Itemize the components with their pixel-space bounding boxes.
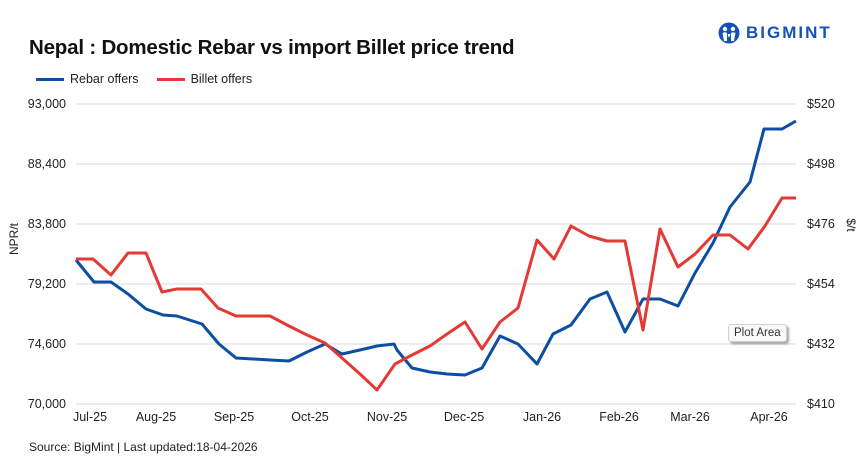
bigmint-logo-text: BIGMINT [746, 23, 832, 42]
bigmint-logo-icon [718, 22, 740, 44]
x-tick: Aug-25 [135, 410, 177, 424]
y-tick-left: 83,800 [27, 217, 66, 231]
legend-label-billet: Billet offers [190, 72, 253, 86]
billet-offers-line[interactable] [76, 196, 796, 392]
x-tick: Nov-25 [366, 410, 408, 424]
bigmint-logo: BIGMINT [718, 22, 832, 44]
legend-swatch-rebar [36, 77, 64, 81]
y-axis-label-left: NPR/t [7, 223, 21, 256]
y-tick-right: $432 [807, 337, 835, 351]
y-tick-left: 79,200 [27, 277, 66, 291]
y-tick-left: 93,000 [27, 97, 66, 111]
x-tick: Dec-25 [443, 410, 485, 424]
chart-legend: Rebar offers Billet offers [36, 72, 270, 86]
x-tick: Mar-26 [670, 410, 710, 424]
y-tick-right: $498 [807, 157, 835, 171]
x-tick: Oct-25 [291, 410, 329, 424]
legend-label-rebar: Rebar offers [70, 72, 139, 86]
legend-item-billet[interactable]: Billet offers [156, 72, 253, 86]
y-tick-left: 74,600 [27, 337, 66, 351]
y-tick-right: $476 [807, 217, 835, 231]
gridlines [76, 103, 796, 405]
y-tick-left: 70,000 [27, 397, 66, 411]
y-tick-right: $410 [807, 397, 835, 411]
x-tick: Jul-25 [72, 410, 108, 424]
x-tick: Jan-26 [522, 410, 562, 424]
y-axis-label-right: $/t [844, 218, 858, 232]
legend-item-rebar[interactable]: Rebar offers [36, 72, 139, 86]
y-tick-right: $454 [807, 277, 835, 291]
rebar-offers-line[interactable] [74, 119, 797, 377]
plot-area-tooltip: Plot Area [728, 324, 787, 342]
y-tick-left: 88,400 [27, 157, 66, 171]
x-tick: Feb-26 [599, 410, 639, 424]
x-tick: Apr-26 [750, 410, 788, 424]
chart-title: Nepal : Domestic Rebar vs import Billet … [29, 36, 515, 59]
source-note: Source: BigMint | Last updated:18-04-202… [29, 440, 258, 454]
y-tick-right: $520 [807, 97, 835, 111]
x-tick: Sep-25 [213, 410, 255, 424]
legend-swatch-billet [156, 77, 185, 81]
